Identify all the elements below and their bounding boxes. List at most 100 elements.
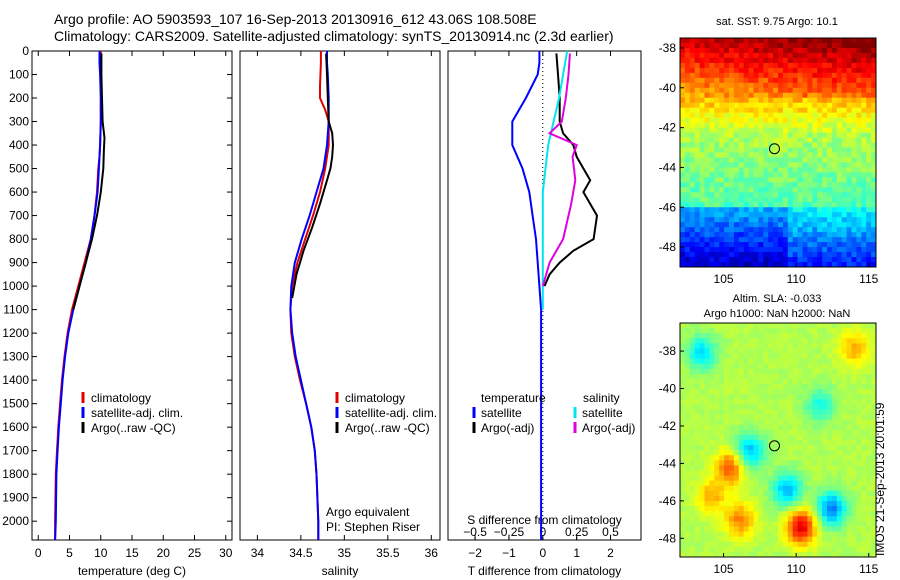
sst_map-cell: [831, 162, 838, 169]
sla_map-cell: [787, 475, 794, 482]
sst_map-cell: [763, 67, 769, 74]
sla_map-cell: [763, 511, 769, 517]
sst_map-cell: [748, 127, 755, 134]
sst_map-cell: [689, 247, 696, 253]
sst_map-cell: [817, 162, 823, 169]
sst_map-cell: [709, 237, 715, 243]
sal-series-satellite-adj-clim-: [289, 51, 330, 540]
sla_map-cell: [719, 338, 725, 344]
sla_map-cell: [856, 465, 862, 472]
sla_map-cell: [861, 440, 867, 446]
sst_map-cell: [861, 242, 867, 248]
sst_map-cell: [743, 237, 750, 243]
sst_map-cell: [817, 187, 823, 193]
sst_map-cell: [841, 197, 848, 203]
sla_map-cell: [763, 450, 769, 456]
sla_map-cell: [831, 424, 838, 431]
sst_map-cell: [684, 162, 691, 169]
sla_map-cell: [782, 490, 789, 497]
sla_map-cell: [812, 414, 818, 421]
sla_map-cell: [861, 460, 867, 467]
sst_map-cell: [792, 82, 799, 89]
sla_map-cell: [841, 323, 848, 329]
sst_map-cell: [836, 212, 843, 218]
sst_map-cell: [787, 202, 794, 208]
sst_map-cell: [729, 72, 735, 79]
sla_map-cell: [704, 333, 710, 339]
sst_map-cell: [680, 77, 686, 84]
sst_map-cell: [694, 152, 701, 159]
sst_map-cell: [787, 62, 794, 69]
sla_map-cell: [841, 409, 848, 416]
sst_map-cell: [856, 77, 862, 84]
sst_map-cell: [817, 42, 823, 49]
sla_map-cell: [866, 404, 872, 411]
sla_map-cell: [812, 511, 818, 517]
sla_map-cell: [807, 506, 813, 512]
sla_map-cell: [758, 531, 764, 538]
sst_map-cell: [748, 152, 755, 159]
sst_map-cell: [831, 117, 838, 124]
sst_map-cell: [807, 117, 813, 124]
sla_map-cell: [733, 460, 740, 467]
sst_map-cell: [817, 97, 823, 104]
sla_map-cell: [822, 506, 828, 512]
sla_map-cell: [866, 460, 872, 467]
sst_map-cell: [689, 172, 696, 178]
sla_map-cell: [861, 511, 867, 517]
sla_map-cell: [733, 389, 740, 395]
sst_map-cell: [807, 92, 813, 99]
sla_map-cell: [719, 511, 725, 517]
sst_map-cell: [831, 197, 838, 203]
sla_map-cell: [827, 465, 833, 472]
sst_map-cell: [738, 167, 745, 174]
sla_map-cell: [831, 465, 838, 472]
sla_map-cell: [758, 429, 764, 436]
sla_map-cell: [841, 389, 848, 395]
sla_map-cell: [699, 404, 706, 411]
sla_map-cell: [753, 490, 759, 497]
sla_map-cell: [782, 348, 789, 355]
sla_map-cell: [724, 506, 730, 512]
sla_map-cell: [817, 404, 823, 411]
sla_map-cell: [822, 445, 828, 451]
sst_map-cell: [871, 192, 876, 198]
sst_map-cell: [753, 142, 759, 149]
sla_map-cell: [729, 348, 735, 355]
sla_map-cell: [733, 475, 740, 482]
sst_map-cell: [680, 162, 686, 169]
sst_map-cell: [758, 222, 764, 228]
sla_map-cell: [841, 358, 848, 365]
sla_map-cell: [758, 516, 764, 522]
sla_map-cell: [753, 404, 759, 411]
diff-s-tick-label: −0.25: [494, 525, 525, 539]
sla_map-cell: [724, 541, 730, 548]
sla_map-cell: [817, 419, 823, 426]
sst_map-cell: [822, 122, 828, 129]
sla_map-cell: [787, 480, 794, 487]
sla_map-cell: [846, 343, 853, 350]
sst_map-cell: [812, 217, 818, 223]
sla_map-cell: [724, 551, 730, 557]
sst_map-cell: [851, 142, 857, 149]
sla_map-cell: [689, 343, 696, 350]
sst_map-cell: [782, 257, 789, 263]
sla_map-cell: [714, 536, 720, 543]
sla_map-cell: [709, 419, 715, 426]
sla_map-cell: [831, 470, 838, 477]
sst_map-cell: [758, 162, 764, 169]
sst_map-cell: [729, 202, 735, 208]
sla_map-cell: [694, 419, 701, 426]
sst_map-cell: [753, 117, 759, 124]
sla_map-cell: [782, 536, 789, 543]
sla_map-cell: [822, 516, 828, 522]
sla_map-cell: [787, 389, 794, 395]
temp-xtick-label: 10: [94, 546, 108, 560]
sla_map-cell: [763, 368, 769, 375]
sla_map-cell: [763, 455, 769, 461]
sla_map-cell: [773, 526, 779, 533]
sla_map-cell: [787, 445, 794, 451]
sst_map-cell: [807, 227, 813, 233]
sst_map-cell: [704, 137, 710, 144]
sla_map-cell: [724, 531, 730, 538]
